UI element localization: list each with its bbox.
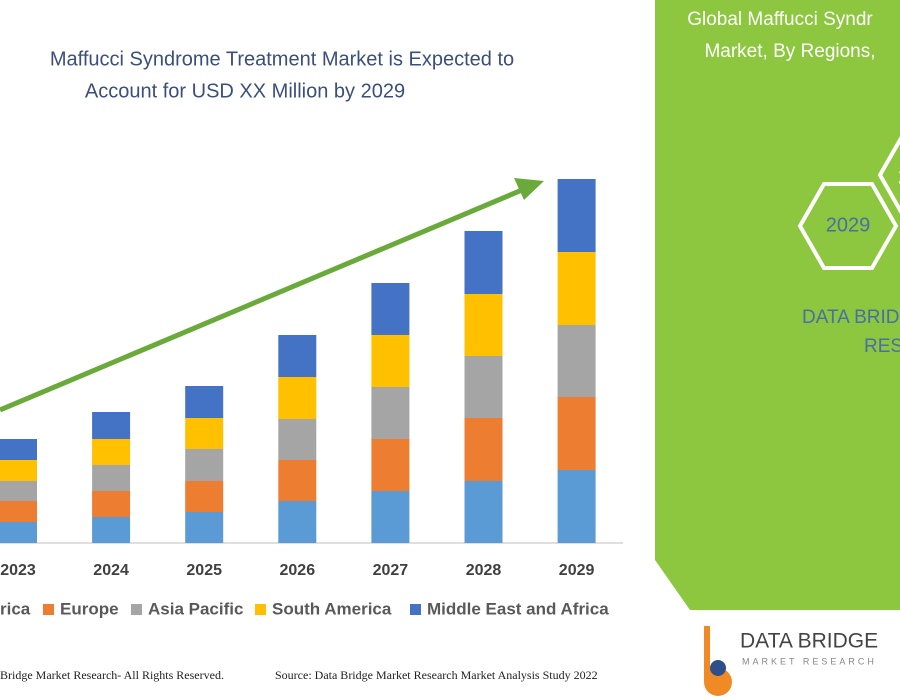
bar-segment xyxy=(557,252,596,325)
legend-label: South America xyxy=(272,599,392,618)
logo-icon xyxy=(704,626,732,696)
bar-segment xyxy=(557,397,596,470)
logo-tagline: MARKET RESEARCH xyxy=(742,656,877,666)
bar-segment xyxy=(0,522,37,543)
x-tick-label: 2027 xyxy=(373,562,409,579)
source: Source: Data Bridge Market Research Mark… xyxy=(275,668,598,682)
x-tick-label: 2026 xyxy=(280,562,316,579)
bar-segment xyxy=(278,460,317,501)
chart-title: Account for USD XX Million by 2029 xyxy=(85,80,405,102)
legend-swatch xyxy=(410,604,421,615)
bar-segment xyxy=(0,481,37,501)
panel-brand: RES xyxy=(864,336,900,357)
x-tick-label: 2025 xyxy=(186,562,222,579)
bar-segment xyxy=(185,418,224,449)
bar-segment xyxy=(557,179,596,252)
legend-swatch xyxy=(255,604,266,615)
bar-segment xyxy=(557,470,596,543)
bar-segment xyxy=(0,460,37,481)
bar-segment xyxy=(0,501,37,522)
bar-segment xyxy=(278,419,317,460)
hexagon-label: 2 xyxy=(898,166,900,188)
bar-segment xyxy=(278,335,317,377)
bar-segment xyxy=(92,439,131,465)
bars xyxy=(0,179,596,543)
bar-segment xyxy=(185,449,224,481)
bar-segment xyxy=(371,491,410,543)
bar-segment xyxy=(371,335,410,387)
bar-segment xyxy=(185,386,224,418)
bar-segment xyxy=(557,325,596,397)
bar-segment xyxy=(92,517,131,543)
bar-segment xyxy=(371,439,410,491)
copyright: Bridge Market Research- All Rights Reser… xyxy=(0,668,224,682)
legend-label: Middle East and Africa xyxy=(427,599,609,618)
bar-segment xyxy=(185,512,224,543)
legend-label: Asia Pacific xyxy=(148,599,243,618)
bar-segment xyxy=(464,356,503,418)
side-panel xyxy=(655,0,900,610)
logo-icon xyxy=(710,660,726,676)
bar-segment xyxy=(278,501,317,543)
bar-segment xyxy=(92,465,131,491)
bar-segment xyxy=(371,387,410,439)
legend-swatch xyxy=(131,604,142,615)
x-tick-label: 2028 xyxy=(466,562,502,579)
bar-segment xyxy=(278,377,317,419)
chart-title: Maffucci Syndrome Treatment Market is Ex… xyxy=(50,48,514,70)
legend-label: rica xyxy=(0,599,31,618)
legend-swatch xyxy=(43,604,54,615)
panel-title: Market, By Regions, xyxy=(704,41,875,62)
bar-segment xyxy=(464,418,503,481)
legend-label: Europe xyxy=(60,599,119,618)
logo-name: DATA BRIDGE xyxy=(740,630,878,653)
panel-brand: DATA BRID xyxy=(802,307,899,328)
hexagon-label: 2029 xyxy=(826,214,871,236)
x-tick-label: 2023 xyxy=(0,562,36,579)
bar-segment xyxy=(371,283,410,335)
x-tick-label: 2029 xyxy=(559,562,595,579)
bar-segment xyxy=(185,481,224,512)
bar-segment xyxy=(464,481,503,543)
bar-segment xyxy=(464,231,503,294)
x-tick-label: 2024 xyxy=(93,562,129,579)
arrow-head xyxy=(514,178,544,200)
hexagon xyxy=(797,182,899,270)
trend-arrow xyxy=(0,187,523,413)
bar-segment xyxy=(92,491,131,517)
panel-title: Global Maffucci Syndr xyxy=(687,9,873,30)
bar-segment xyxy=(92,412,131,439)
bar-segment xyxy=(464,294,503,356)
bar-segment xyxy=(0,439,37,460)
